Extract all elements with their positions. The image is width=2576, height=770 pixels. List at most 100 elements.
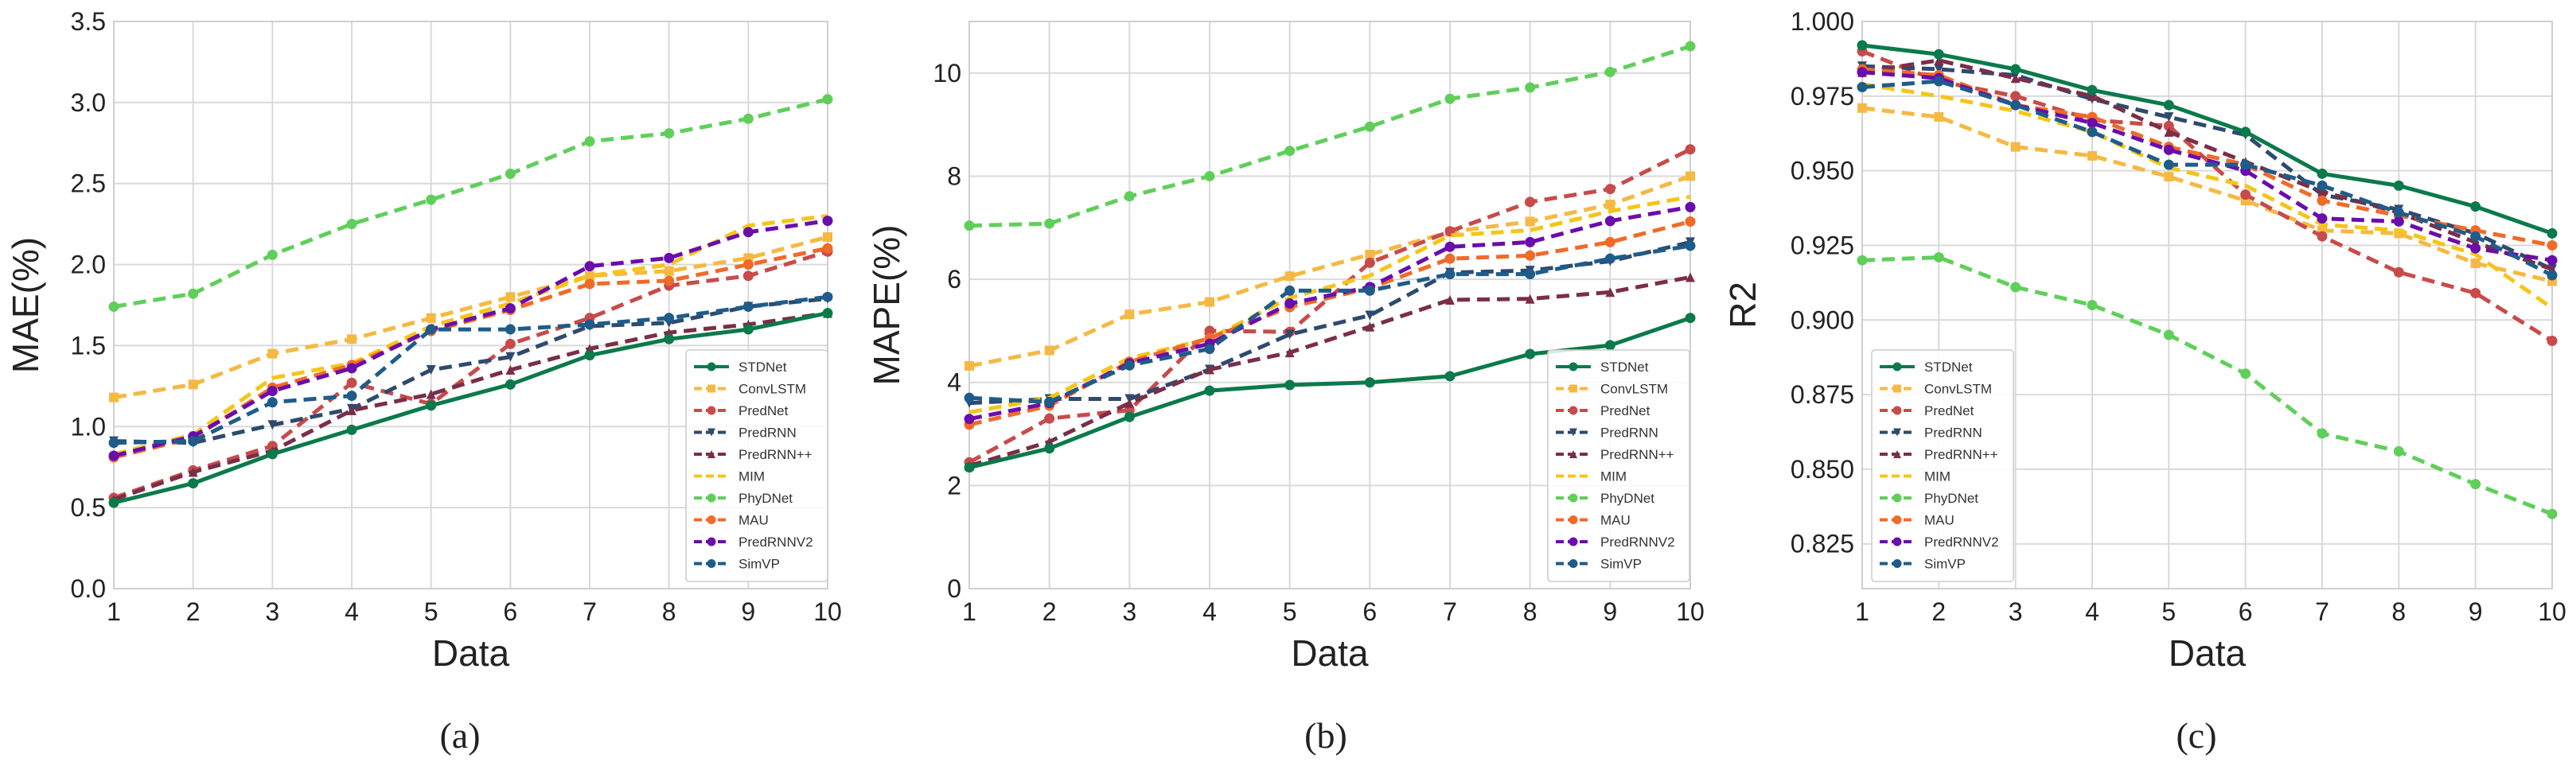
series-line-predrnn	[968, 239, 1691, 406]
x-tick-label: 7	[583, 597, 597, 626]
legend-marker-predrnnv2	[1892, 537, 1902, 546]
data-point-simvp	[1525, 269, 1536, 280]
data-point-simvp	[664, 313, 675, 324]
x-tick-label: 1	[1855, 597, 1869, 626]
x-tick-label: 8	[1523, 597, 1537, 626]
legend-label-convlstm: ConvLSTM	[739, 382, 806, 397]
data-point-predrnnplusplus	[188, 467, 198, 477]
data-point-predrnnv2	[742, 227, 754, 238]
data-point-phydnet	[1604, 67, 1615, 78]
legend-marker-prednet	[1569, 406, 1578, 415]
data-point-predrnnplusplus	[1934, 55, 1944, 65]
data-point-predrnnplusplus	[2317, 186, 2327, 196]
data-point-predrnnplusplus	[2010, 73, 2021, 84]
data-point-simvp	[346, 391, 357, 402]
series-line-simvp	[1861, 79, 2554, 278]
data-point-predrnn	[1934, 64, 1944, 75]
data-point-predrnnplusplus	[1686, 272, 1695, 282]
legend-label-mau: MAU	[1924, 513, 1954, 528]
data-point-predrnnv2	[2163, 144, 2174, 155]
data-point-predrnnv2	[964, 414, 975, 425]
data-point-convlstm	[2010, 142, 2021, 152]
x-tick-label: 9	[2469, 597, 2483, 626]
y-tick-label: 0.875	[1791, 380, 1854, 409]
legend-box	[1547, 349, 1690, 582]
series-line-stdnet	[1861, 43, 2553, 235]
data-point-simvp	[188, 436, 199, 447]
data-point-mau	[2317, 195, 2328, 206]
y-tick-label: 0.900	[1791, 305, 1854, 334]
data-point-stdnet	[1204, 385, 1215, 396]
data-point-predrnn	[1284, 329, 1295, 340]
x-tick-label: 3	[2009, 597, 2023, 626]
y-tick-label: 0.850	[1791, 455, 1854, 484]
data-point-prednet	[1044, 413, 1055, 424]
data-point-phydnet	[2393, 445, 2404, 457]
data-point-simvp	[1604, 253, 1615, 264]
legend-label-predrnn: PredRNN	[739, 426, 797, 441]
legend-marker-mau	[1569, 515, 1578, 524]
legend-marker-prednet	[707, 406, 716, 415]
data-point-phydnet	[2163, 329, 2174, 340]
data-point-simvp	[426, 324, 437, 335]
y-tick-label: 8	[947, 161, 961, 190]
legend-label-mim: MIM	[1924, 469, 1951, 484]
data-point-predrnnplusplus	[426, 389, 436, 399]
caption-b: (b)	[1304, 715, 1347, 756]
data-point-predrnn	[267, 420, 278, 430]
legend-marker-predrnn	[707, 428, 715, 437]
plot-frame	[1861, 21, 2553, 589]
data-point-predrnnv2	[822, 216, 833, 227]
x-tick-label: 1	[962, 597, 976, 626]
y-axis-label: R2	[1722, 282, 1763, 329]
data-point-stdnet	[1685, 313, 1696, 324]
legend-marker-simvp	[1892, 559, 1902, 568]
data-point-stdnet	[822, 308, 833, 319]
x-tick-label: 9	[741, 597, 755, 626]
x-tick-label: 10	[1676, 597, 1705, 626]
legend-marker-phydnet	[1569, 493, 1578, 503]
data-point-prednet	[1604, 184, 1615, 195]
x-axis-label: Data	[432, 632, 510, 674]
data-point-simvp	[1444, 269, 1456, 280]
legend-label-prednet: PredNet	[1600, 403, 1650, 418]
data-point-convlstm	[1205, 297, 1214, 307]
data-point-prednet	[2393, 266, 2404, 278]
data-point-stdnet	[2010, 64, 2021, 75]
data-point-predrnnv2	[2087, 118, 2098, 129]
series-line-prednet	[968, 147, 1692, 465]
legend-marker-predrnnv2	[1569, 537, 1578, 546]
data-point-convlstm	[1686, 171, 1695, 181]
data-point-convlstm	[1284, 271, 1295, 282]
data-point-prednet	[505, 338, 516, 349]
legend-label-predrnnplusplus: PredRNN++	[1924, 447, 1998, 462]
series-line-convlstm	[968, 174, 1691, 368]
data-point-predrnnv2	[1525, 236, 1536, 247]
y-axis-label: MAE(%)	[5, 237, 46, 373]
data-point-convlstm	[267, 348, 278, 359]
caption-a: (a)	[439, 715, 480, 756]
data-point-mau	[584, 278, 595, 290]
legend-marker-stdnet	[707, 362, 716, 371]
data-point-prednet	[2240, 189, 2251, 200]
legend: STDNet ConvLSTM PredNet PredRNN PredRNN++ MIM…	[1547, 349, 1690, 582]
data-point-stdnet	[1933, 49, 1944, 60]
x-tick-label: 4	[1202, 597, 1217, 626]
series-line-prednet	[113, 249, 828, 500]
data-point-prednet	[1525, 196, 1536, 208]
data-point-phydnet	[108, 301, 119, 313]
data-point-predrnnv2	[346, 363, 357, 374]
series-line-phydnet	[968, 44, 1691, 228]
legend: STDNet ConvLSTM PredNet PredRNN PredRNN++ MIM…	[1871, 349, 2014, 582]
data-point-predrnnv2	[2393, 216, 2404, 227]
legend-label-predrnnv2: PredRNNV2	[1924, 535, 1999, 550]
series-line-stdnet	[113, 311, 828, 505]
data-point-phydnet	[964, 220, 975, 231]
data-point-stdnet	[1044, 443, 1055, 454]
data-point-stdnet	[2087, 84, 2098, 95]
legend-label-phydnet: PhyDNet	[1600, 491, 1654, 506]
x-tick-label: 1	[107, 597, 121, 626]
legend-label-convlstm: ConvLSTM	[1924, 382, 1992, 397]
data-point-predrnnplusplus	[1365, 321, 1375, 332]
data-point-predrnnv2	[2317, 213, 2328, 224]
